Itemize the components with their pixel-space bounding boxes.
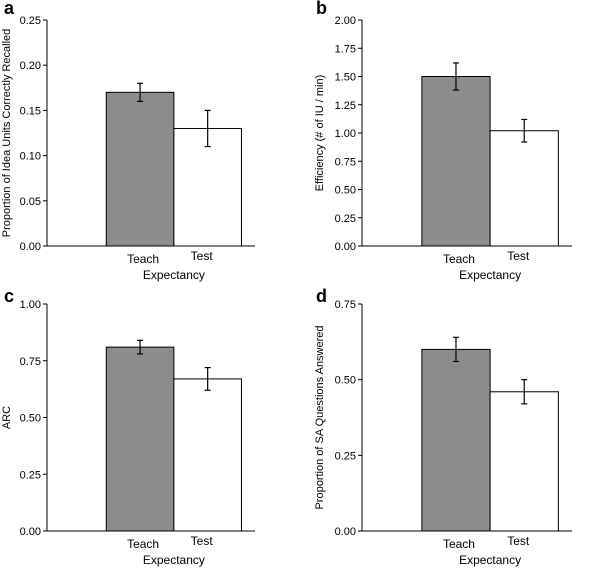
y-tick-label: 2.00 — [335, 15, 356, 27]
category-label: Teach — [443, 252, 475, 266]
y-tick-label: 0.00 — [20, 241, 41, 253]
y-tick-label: 0.25 — [20, 15, 41, 27]
x-axis-title: Expectancy — [459, 268, 521, 282]
y-axis-title: Efficiency (# of IU / min) — [314, 75, 326, 192]
y-axis-title: Proportion of SA Questions Answered — [314, 325, 326, 509]
category-label: Teach — [443, 537, 475, 551]
y-tick-label: 0.75 — [20, 356, 41, 368]
category-label: Teach — [127, 252, 159, 266]
category-label: Test — [507, 249, 530, 263]
y-tick-label: 0.25 — [20, 469, 41, 481]
y-tick-label: 0.25 — [335, 213, 356, 225]
y-tick-label: 0.00 — [335, 526, 356, 538]
y-tick-label: 0.15 — [20, 105, 41, 117]
y-axis-title: ARC — [1, 406, 13, 429]
panel-letter: a — [4, 0, 15, 18]
bar-teach — [421, 76, 491, 247]
y-axis-title: Proportion of Idea Units Correctly Recal… — [1, 29, 13, 237]
y-tick-label: 0.75 — [335, 156, 356, 168]
y-tick-label: 0.75 — [335, 299, 356, 311]
y-tick-label: 0.50 — [335, 185, 356, 197]
y-tick-label: 0.20 — [20, 60, 41, 72]
y-tick-label: 0.50 — [20, 413, 41, 425]
bar-teach — [105, 91, 175, 247]
panel-letter: b — [316, 0, 327, 18]
panel-letter: c — [4, 286, 14, 306]
y-tick-label: 0.05 — [20, 196, 41, 208]
panel-letter: d — [316, 286, 327, 306]
bar-test — [489, 391, 559, 532]
x-axis-title: Expectancy — [459, 553, 521, 567]
panel-d: d 0.00 0.25 0.50 0.75 Proportion of SA Questi… — [314, 286, 572, 567]
category-label: Test — [191, 534, 214, 548]
y-tick-label: 1.25 — [335, 100, 356, 112]
bar-test — [173, 127, 242, 247]
y-tick-label: 0.10 — [20, 151, 41, 163]
y-tick-label: 1.00 — [335, 128, 356, 140]
bar-test — [173, 378, 242, 532]
y-tick-label: 1.50 — [335, 72, 356, 84]
bar-teach — [105, 346, 175, 532]
y-tick-label: 1.00 — [20, 299, 41, 311]
y-tick-label: 0.50 — [335, 375, 356, 387]
x-axis-title: Expectancy — [143, 268, 205, 282]
bar-teach — [421, 348, 491, 532]
panel-a: a 0.00 0.05 0.10 0.15 0.20 0.25 Proportion of I… — [1, 0, 255, 282]
y-tick-label: 0.25 — [335, 450, 356, 462]
y-tick-label: 0.00 — [20, 526, 41, 538]
panel-c: c 0.00 0.25 0.50 0.75 1.00 ARC Teach Test Expecta… — [1, 286, 255, 567]
x-axis-title: Expectancy — [143, 553, 205, 567]
y-tick-label: 1.75 — [335, 43, 356, 55]
y-tick-label: 0.00 — [335, 241, 356, 253]
category-label: Test — [191, 249, 214, 263]
bar-test — [489, 130, 559, 247]
category-label: Teach — [127, 537, 159, 551]
category-label: Test — [507, 534, 530, 548]
panel-b: b 0.00 0.25 0.50 0.75 1.00 1.25 1.50 1.75 2.00 Eff… — [314, 0, 572, 282]
